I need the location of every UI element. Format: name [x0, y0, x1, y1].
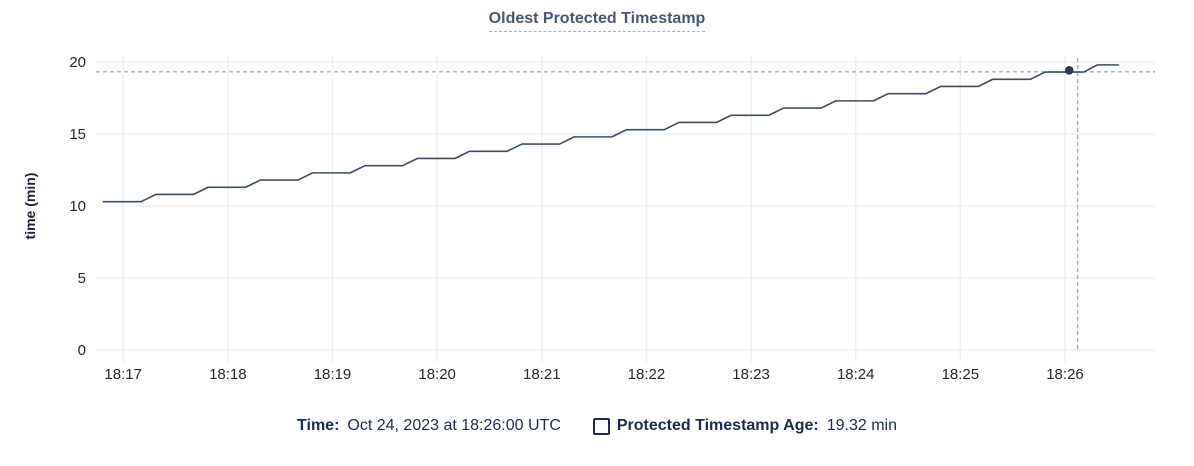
x-tick-label: 18:22: [628, 366, 666, 383]
legend-series-value: 19.32 min: [826, 417, 897, 434]
legend-time-label: Time:: [297, 417, 340, 434]
x-tick-label: 18:20: [418, 366, 456, 383]
legend-series-checkbox[interactable]: [592, 417, 610, 435]
x-tick-label: 18:17: [104, 366, 142, 383]
x-tick-label: 18:24: [837, 366, 875, 383]
x-tick-label: 18:26: [1046, 366, 1084, 383]
chart-title-row: Oldest Protected Timestamp: [0, 10, 1194, 32]
x-tick-label: 18:21: [523, 366, 561, 383]
x-tick-label: 18:19: [314, 366, 352, 383]
y-tick-label: 5: [78, 270, 86, 287]
legend-series-label: Protected Timestamp Age:: [616, 417, 819, 434]
hover-dot: [1064, 66, 1074, 75]
x-tick-label: 18:23: [732, 366, 770, 383]
y-tick-label: 0: [78, 342, 86, 359]
hover-legend: Time: Oct 24, 2023 at 18:26:00 UTC Prote…: [0, 417, 1194, 435]
chart-canvas[interactable]: 0 5 10 15 20 18:17 18:18 18:19 18:20 18:21 18:22 18…: [0, 40, 1194, 440]
y-tick-label: 20: [69, 54, 86, 71]
chart-title[interactable]: Oldest Protected Timestamp: [488, 10, 706, 32]
legend-time-value: Oct 24, 2023 at 18:26:00 UTC: [347, 417, 561, 434]
y-tick-label: 15: [69, 126, 86, 143]
x-tick-label: 18:18: [209, 366, 247, 383]
x-tick-label: 18:25: [942, 366, 980, 383]
series-line: [102, 64, 1120, 203]
y-tick-label: 10: [69, 198, 86, 215]
